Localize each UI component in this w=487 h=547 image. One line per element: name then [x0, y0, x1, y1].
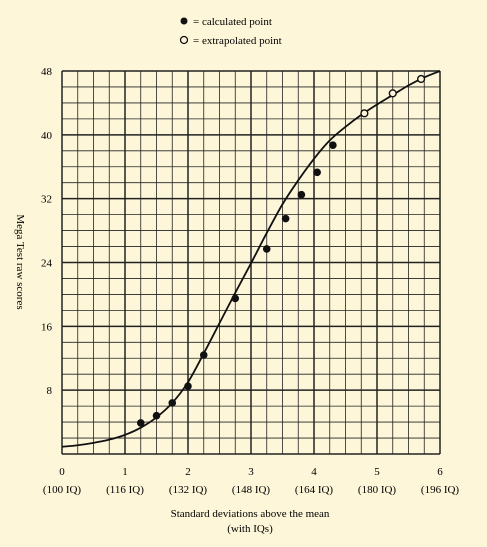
x-iq-label: (180 IQ): [358, 484, 397, 496]
legend-calculated-label: = calculated point: [193, 16, 272, 28]
y-tick-label: 8: [47, 385, 53, 397]
x-iq-label: (100 IQ): [43, 484, 82, 496]
x-iq-label: (116 IQ): [106, 484, 144, 496]
x-tick-label: 4: [311, 466, 317, 478]
y-tick-label: 24: [41, 258, 53, 270]
calculated-point: [152, 411, 161, 420]
x-tick-label: 5: [374, 466, 380, 478]
curve-layer: [61, 70, 441, 448]
y-tick-label: 40: [41, 130, 53, 142]
calculated-point: [262, 245, 271, 253]
x-axis-sublabel: (with IQs): [227, 523, 273, 535]
legend-calculated-marker: [180, 17, 188, 25]
y-tick-label: 16: [41, 321, 53, 333]
calculated-point: [231, 294, 240, 303]
x-tick-label: 6: [437, 466, 443, 478]
y-axis-label: Mega Test raw scores: [14, 214, 26, 309]
calculated-point: [297, 190, 306, 199]
calculated-point: [313, 168, 321, 177]
x-tick-label: 1: [122, 466, 128, 478]
x-axis-label: Standard deviations above the mean: [171, 508, 330, 520]
x-iq-label: (196 IQ): [421, 484, 460, 496]
calculated-point: [136, 419, 145, 427]
extrapolated-point: [388, 89, 397, 98]
x-tick-label: 2: [185, 466, 191, 478]
extrapolated-point: [417, 74, 426, 84]
fitted-curve: [61, 70, 441, 448]
calculated-point: [184, 382, 192, 390]
y-tick-label: 32: [41, 194, 52, 206]
legend-extrapolated-marker: [179, 35, 189, 45]
legend-extrapolated-label: = extrapolated point: [193, 35, 282, 47]
x-iq-label: (132 IQ): [169, 484, 208, 496]
y-tick-label: 48: [41, 66, 53, 78]
x-iq-label: (148 IQ): [232, 484, 271, 496]
ticks-layer: 0 (100 IQ) 1 (116 IQ) 2 (132 IQ) 3 (148 IQ) 4 (16…: [41, 66, 459, 496]
x-iq-label: (164 IQ): [295, 484, 334, 496]
calculated-point: [329, 141, 337, 150]
x-tick-label: 0: [59, 466, 65, 478]
calculated-point: [168, 399, 177, 407]
legend: = calculated point = extrapolated point: [179, 16, 282, 47]
x-tick-label: 3: [248, 466, 254, 478]
points-layer: [136, 74, 426, 427]
calculated-point: [199, 351, 208, 359]
extrapolated-point: [360, 109, 369, 118]
calculated-point: [281, 214, 290, 223]
